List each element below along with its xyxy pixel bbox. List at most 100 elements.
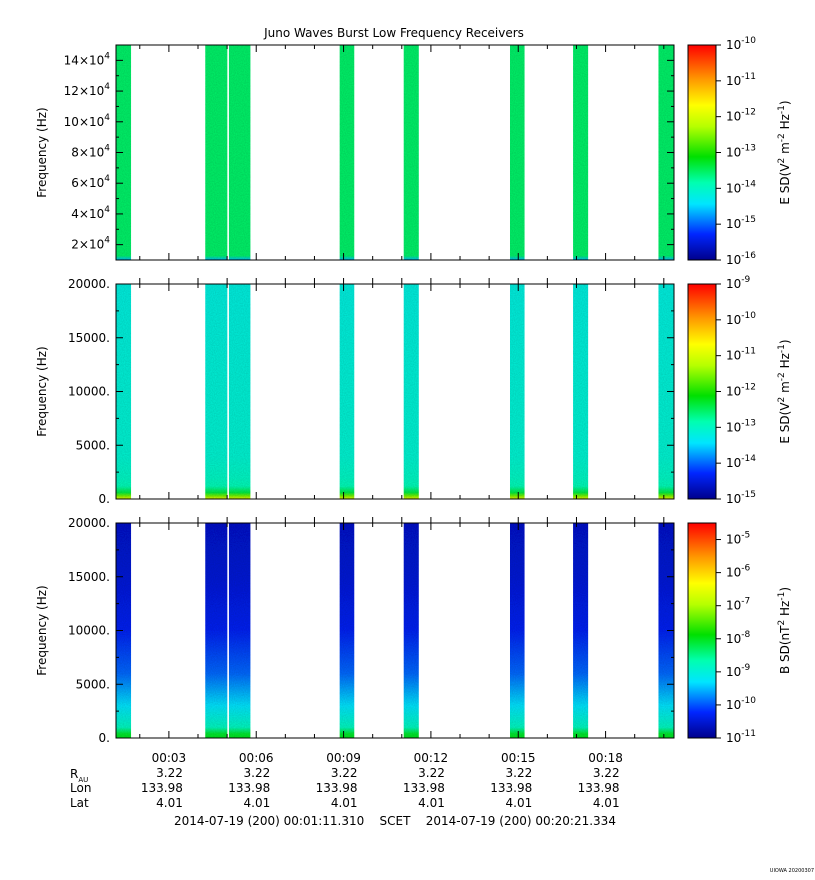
colorbar-tick-base: 10: [726, 277, 741, 291]
colorbar-tick-label: 10-10: [726, 311, 756, 327]
colorbar-tick-exponent: -15: [741, 490, 756, 500]
spectrogram-burst-1-1: [116, 45, 132, 260]
ephemeris-value: 3.22: [506, 766, 533, 780]
colorbar-tick-base: 10: [726, 385, 741, 399]
ephemeris-value: 133.98: [141, 781, 183, 795]
colorbar-tick-label: 10-9: [726, 663, 751, 679]
colorbar-tick-base: 10: [726, 420, 741, 434]
y-tick-label: 0.: [99, 731, 110, 745]
colorbar-tick-exponent: -10: [741, 311, 756, 321]
ephemeris-label-r: RAU: [70, 767, 88, 784]
colorbar: [687, 283, 717, 500]
colorbar-tick-label: 10-5: [726, 531, 750, 547]
colorbar-label-sup: -2: [777, 372, 787, 381]
colorbar-tick-exponent: -12: [741, 108, 756, 118]
y-tick-label-base: 12×10: [64, 84, 105, 98]
x-tick-label: 00:03: [152, 751, 187, 765]
panel-3: 0. 5000. 10000. 15000. 20000. Frequency (Hz) 1…: [35, 516, 792, 745]
spectrogram-burst-2-5: [509, 284, 525, 499]
colorbar-tick-exponent: -14: [741, 454, 756, 464]
x-tick-label: 00:15: [501, 751, 536, 765]
x-tick-label: 00:18: [588, 751, 623, 765]
colorbar-tick-label: 10-13: [726, 144, 756, 160]
y-tick-label: 0.: [99, 492, 110, 506]
plot-frame: [115, 283, 675, 500]
spectrogram-burst-1-5: [509, 45, 525, 260]
colorbar-tick-base: 10: [726, 665, 741, 679]
x-tick-label: 00:06: [239, 751, 274, 765]
data-gap-line: [227, 523, 229, 738]
colorbar-tick-label: 10-15: [726, 215, 756, 231]
y-tick-label: 5000.: [76, 677, 110, 691]
y-tick-label: 10000.: [68, 624, 110, 638]
colorbar-tick-exponent: -10: [741, 696, 756, 706]
y-tick-label: 15000.: [68, 570, 110, 584]
colorbar-tick-base: 10: [726, 253, 741, 267]
colorbar-label-sup: 2: [777, 158, 787, 164]
ephemeris-label-r-sub: AU: [78, 776, 88, 784]
x-tick-label: 00:09: [326, 751, 361, 765]
ephemeris-value: 3.22: [156, 766, 183, 780]
x-axis: 00:03 00:06 00:09 00:12 00:15 00:18: [152, 751, 623, 765]
y-tick-label-exponent: 4: [104, 205, 110, 215]
data-gap-line: [227, 284, 229, 499]
y-axis-label: Frequency (Hz): [35, 107, 49, 198]
colorbar-tick-base: 10: [726, 349, 741, 363]
colorbar: [687, 522, 717, 739]
colorbar-label-text: Hz: [778, 353, 792, 372]
panel-1: 2×1044×1046×1048×10410×10412×10414×104Fr…: [35, 36, 792, 267]
colorbar-tick-exponent: -16: [741, 251, 756, 261]
colorbar-tick-exponent: -10: [741, 36, 756, 46]
colorbar-label-sup: -1: [777, 105, 787, 114]
ephemeris-value: 3.22: [331, 766, 358, 780]
colorbar-tick-label: 10-11: [726, 729, 756, 745]
y-tick-label: 20000.: [68, 516, 110, 530]
colorbar-tick-label: 10-7: [726, 597, 750, 613]
colorbar-tick-base: 10: [726, 566, 741, 580]
ephemeris-value: 133.98: [316, 781, 358, 795]
ephemeris-value: 133.98: [578, 781, 620, 795]
colorbar-tick-label: 10-10: [726, 696, 756, 712]
colorbar: [687, 44, 717, 261]
y-tick-label-exponent: 4: [104, 51, 110, 61]
ephemeris-value: 3.22: [244, 766, 271, 780]
y-tick-label-base: 6×10: [71, 176, 104, 190]
colorbar-label-sup: 2: [777, 397, 787, 403]
colorbar-tick-base: 10: [726, 313, 741, 327]
spectrogram-burst-3-3: [339, 523, 355, 738]
y-tick-label-base: 4×10: [71, 207, 104, 221]
colorbar-tick-label: 10-6: [726, 564, 751, 580]
chart-title: Juno Waves Burst Low Frequency Receivers: [263, 26, 524, 40]
colorbar-tick-exponent: -13: [741, 144, 756, 154]
colorbar-tick-label: 10-14: [726, 179, 756, 195]
colorbar-label-sup: -1: [777, 344, 787, 353]
colorbar-label-text: ): [778, 100, 792, 105]
y-tick-label-base: 14×10: [64, 53, 105, 67]
colorbar-tick-exponent: -12: [741, 383, 756, 393]
colorbar-tick-label: 10-10: [726, 36, 756, 52]
colorbar-tick-base: 10: [726, 110, 741, 124]
y-tick-label: 10×104: [64, 113, 111, 129]
y-tick-label-exponent: 4: [104, 82, 110, 92]
colorbar-label-text: E SD(V: [778, 402, 792, 444]
colorbar-tick-label: 10-9: [726, 275, 751, 291]
x-tick-label: 00:12: [414, 751, 449, 765]
ephemeris-label-lon: Lon: [70, 781, 91, 795]
y-tick-label: 15000.: [68, 331, 110, 345]
colorbar-tick-base: 10: [726, 181, 741, 195]
y-tick-label-exponent: 4: [104, 174, 110, 184]
y-tick-label: 12×104: [64, 82, 111, 98]
colorbar-tick-label: 10-15: [726, 490, 756, 506]
colorbar-tick-exponent: -6: [741, 564, 750, 574]
panels: 2×1044×1046×1048×10410×10412×10414×104Fr…: [35, 36, 792, 745]
colorbar-label-text: ): [778, 587, 792, 592]
colorbar-tick-exponent: -13: [741, 418, 756, 428]
time-range-text: 2014-07-19 (200) 00:01:11.310 SCET 2014-…: [174, 814, 616, 828]
y-tick-label: 6×104: [71, 174, 110, 190]
colorbar-tick-exponent: -9: [741, 275, 750, 285]
ephemeris-values: 3.22133.984.013.22133.984.013.22133.984.…: [141, 766, 620, 810]
colorbar-label-text: E SD(V: [778, 163, 792, 205]
y-tick-label: 8×104: [71, 144, 110, 160]
ephemeris-value: 4.01: [593, 796, 620, 810]
